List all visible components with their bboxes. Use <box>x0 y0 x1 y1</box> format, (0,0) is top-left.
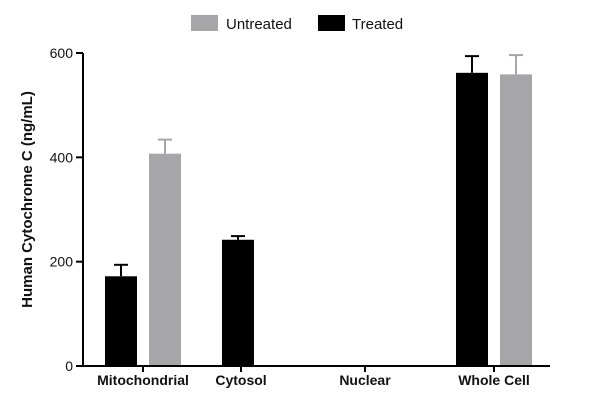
error-bar-whole-cell-untreated <box>509 54 523 75</box>
bars <box>105 54 532 366</box>
y-tick-label-600: 600 <box>50 45 74 61</box>
error-bar-mitochondrial-untreated <box>158 138 172 154</box>
error-bar-mitochondrial-treated <box>114 263 128 277</box>
legend-swatch-treated <box>318 15 345 31</box>
x-tick-label-nuclear: Nuclear <box>339 372 391 388</box>
error-bar-whole-cell-treated <box>465 55 479 73</box>
x-tick-label-whole-cell: Whole Cell <box>458 372 530 388</box>
bar-mitochondrial-untreated <box>149 153 181 366</box>
axes <box>76 52 550 372</box>
y-tick-label-200: 200 <box>50 254 74 270</box>
bar-whole-cell-treated <box>456 72 488 366</box>
x-tick-label-mitochondrial: Mitochondrial <box>97 372 189 388</box>
y-tick-label-400: 400 <box>50 149 74 165</box>
labels: 0 200 400 600 Mitochondrial Cytosol Nuclear Who… <box>19 45 530 388</box>
error-bar-cytosol-treated <box>231 235 245 240</box>
legend-label-treated: Treated <box>352 16 403 33</box>
x-tick-label-cytosol: Cytosol <box>215 372 266 388</box>
y-tick-label-0: 0 <box>65 358 73 374</box>
legend: Untreated Treated <box>191 15 403 33</box>
bar-cytosol-treated <box>222 239 254 366</box>
legend-swatch-untreated <box>191 15 218 31</box>
legend-label-untreated: Untreated <box>226 16 292 33</box>
y-axis-title: Human Cytochrome C (ng/mL) <box>19 91 36 308</box>
bar-mitochondrial-treated <box>105 276 137 366</box>
bar-whole-cell-untreated <box>500 74 532 366</box>
